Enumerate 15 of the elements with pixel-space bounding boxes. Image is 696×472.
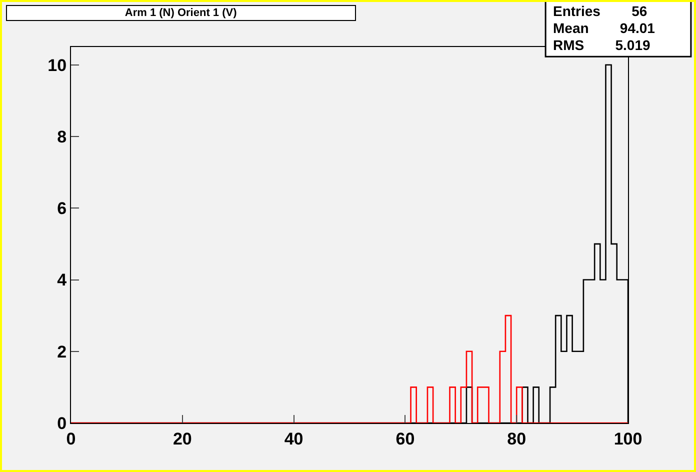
y-tick-label: 0 bbox=[57, 414, 67, 433]
y-tick-label: 6 bbox=[57, 199, 67, 218]
chart-title: Arm 1 (N) Orient 1 (V) bbox=[124, 7, 238, 19]
annotation: RMS 5.019 bbox=[553, 37, 650, 53]
text: Entries 56 bbox=[553, 3, 648, 19]
y-tick-label: 8 bbox=[57, 127, 67, 146]
x-tick-label: 40 bbox=[284, 429, 304, 448]
text: Mean 94.01 bbox=[553, 20, 656, 36]
y-tick-label: 4 bbox=[57, 270, 68, 290]
x-tick-label: 60 bbox=[396, 429, 415, 448]
x-tick-label: 80 bbox=[507, 429, 526, 448]
x-tick-label: 20 bbox=[172, 429, 192, 448]
y-tick-label: 10 bbox=[48, 56, 67, 75]
x-tick-label: 100 bbox=[614, 429, 642, 448]
y-tick-label: 2 bbox=[57, 342, 67, 362]
